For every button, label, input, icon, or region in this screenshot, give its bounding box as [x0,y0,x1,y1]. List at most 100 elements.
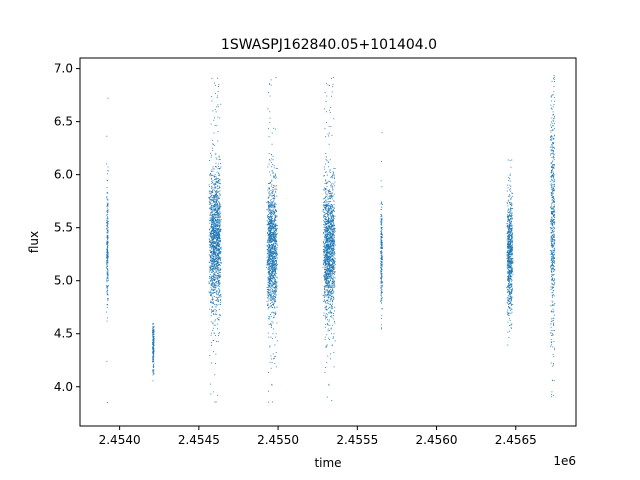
data-point [218,294,220,296]
data-point [326,244,328,246]
data-point [267,291,269,293]
data-point [326,251,328,253]
data-point [270,223,272,225]
data-point [217,197,219,199]
data-point [107,202,109,204]
data-point [276,260,278,262]
data-point [323,189,325,190]
data-point [210,231,212,233]
data-point [210,199,212,200]
data-point [380,230,382,232]
data-point [326,258,328,260]
data-point [275,209,277,210]
data-point [276,290,277,292]
data-point [209,250,211,252]
data-point [334,253,336,255]
data-point [213,221,215,223]
data-point [270,275,272,277]
data-point [213,276,214,277]
data-point [217,249,219,251]
data-point [272,322,274,324]
data-point [217,284,219,286]
data-point [381,328,382,330]
data-point [275,311,277,313]
data-point [269,227,271,229]
data-point [217,213,219,215]
data-point [332,234,334,235]
data-point [209,220,211,221]
data-point [330,186,332,188]
data-point [153,366,155,368]
data-point [331,247,333,249]
data-point [272,231,274,233]
data-point [267,232,268,233]
data-point [326,196,328,198]
data-point [268,92,269,94]
data-point [106,163,108,165]
data-point [215,211,217,213]
data-point [273,274,275,276]
data-point [212,150,214,152]
data-point [333,228,335,229]
data-point [213,223,215,225]
data-point [107,268,108,270]
data-point [268,273,270,275]
data-point [272,211,274,213]
data-point [325,264,327,266]
data-point [217,116,219,118]
data-point [215,180,217,182]
data-point [218,239,220,241]
data-point [381,251,382,253]
data-point [269,270,270,272]
data-point [325,237,327,239]
data-point [218,206,220,207]
data-point [381,274,383,276]
data-point [270,235,272,236]
data-point [324,128,326,130]
data-point [215,92,216,94]
data-point [326,227,327,229]
data-point [274,175,276,177]
data-point [381,256,383,258]
data-point [215,247,217,249]
data-point [324,281,326,283]
data-point [212,276,214,278]
data-point [213,119,215,121]
data-point [213,259,214,261]
data-point [329,244,331,246]
data-point [212,199,214,201]
data-point [330,205,331,207]
data-point [218,219,220,220]
data-point [272,254,274,256]
data-point [275,248,277,250]
data-point [218,288,220,290]
data-point [211,312,212,314]
data-point [214,209,216,210]
data-point [217,269,219,271]
data-point [381,318,382,319]
data-point [276,230,278,232]
data-point [219,251,221,253]
data-point [217,91,219,93]
data-point [269,233,271,235]
data-point [153,355,155,357]
data-point [380,272,382,274]
data-point [332,231,334,233]
data-point [324,291,325,293]
data-point [268,197,269,198]
data-point [328,282,330,284]
data-point [218,246,220,247]
data-point [271,158,273,160]
data-point [275,285,277,287]
data-point [329,298,331,300]
data-point [214,279,216,281]
data-point [269,276,271,278]
data-point [276,288,278,290]
data-point [107,277,109,279]
data-point [268,235,270,236]
data-point [152,326,154,327]
data-point [213,261,215,262]
data-point [332,313,334,314]
data-point [218,253,219,255]
data-point [331,77,332,79]
